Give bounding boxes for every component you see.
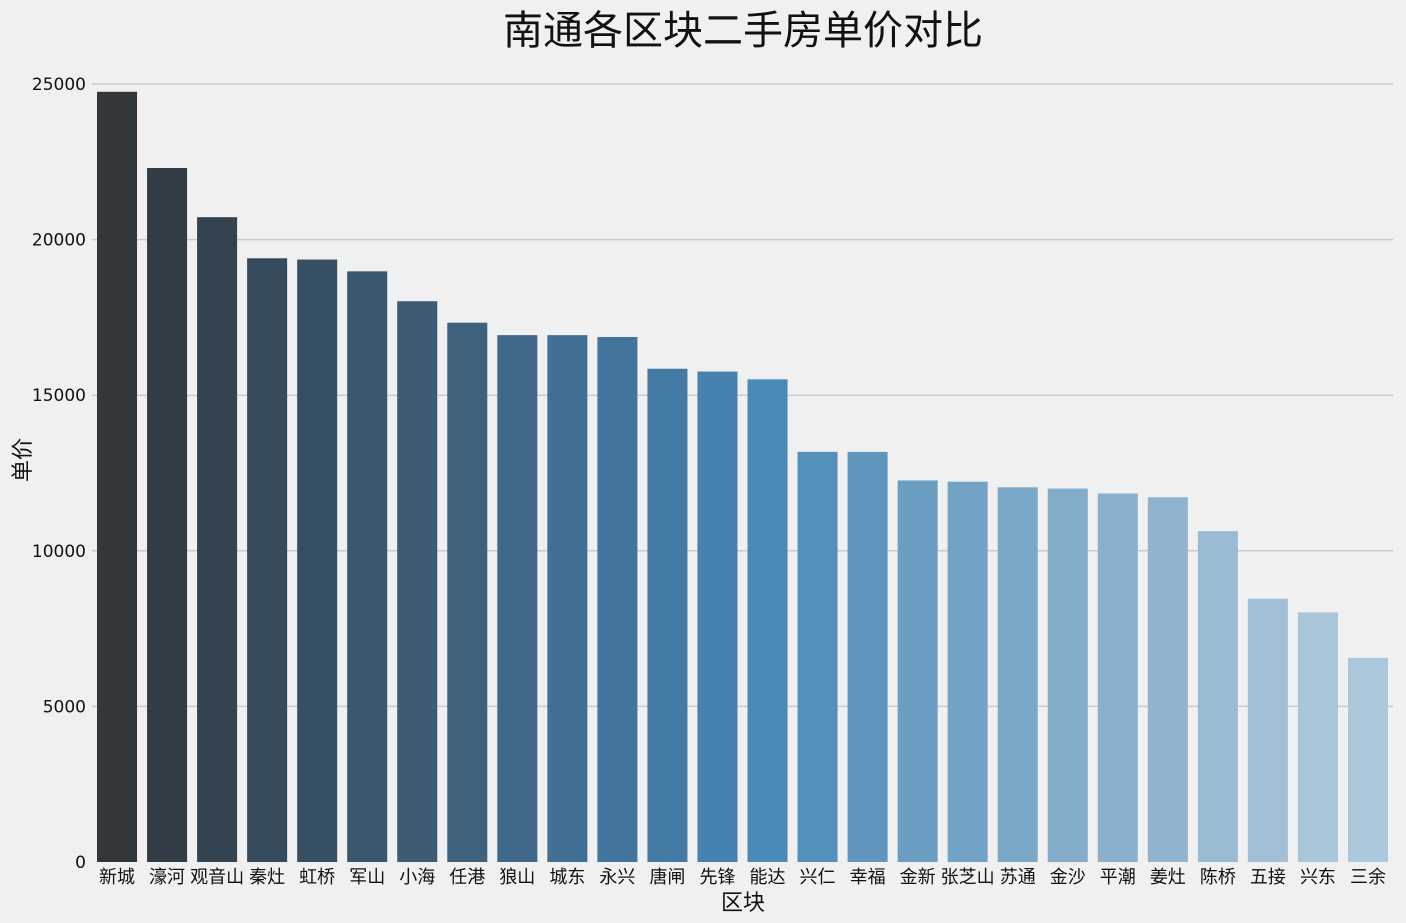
bar [597, 337, 638, 862]
bar [1047, 488, 1088, 862]
x-tick-label: 金沙 [1050, 867, 1086, 888]
y-tick-labels: 0 5000 10000 15000 20000 25000 [32, 75, 86, 873]
bar [497, 335, 538, 862]
y-tick-label: 0 [75, 853, 86, 873]
bar [447, 322, 488, 862]
y-tick-label: 15000 [32, 386, 86, 406]
x-tick-label: 军山 [349, 867, 385, 888]
bar [747, 379, 788, 862]
x-tick-label: 苏通 [1000, 867, 1036, 888]
x-tick-label: 平潮 [1100, 867, 1136, 888]
x-tick-label: 虹桥 [299, 867, 335, 888]
bar [797, 451, 838, 862]
bar [247, 258, 288, 863]
x-tick-label: 观音山 [190, 867, 244, 888]
x-tick-label: 先锋 [699, 867, 735, 888]
bar [1197, 531, 1238, 862]
x-tick-label: 城东 [549, 867, 585, 888]
x-tick-label: 小海 [399, 867, 435, 888]
bar [1147, 497, 1188, 862]
x-tick-label: 陈桥 [1200, 867, 1236, 888]
x-tick-label: 兴东 [1300, 867, 1336, 888]
x-tick-label: 秦灶 [249, 867, 285, 888]
bar [997, 487, 1038, 862]
x-tick-label: 唐闸 [649, 867, 685, 888]
bars [97, 91, 1388, 863]
bar [1297, 612, 1338, 862]
bar [847, 451, 888, 862]
bar [547, 335, 588, 862]
x-tick-label: 永兴 [599, 867, 635, 888]
bar [947, 481, 988, 862]
y-tick-label: 20000 [32, 231, 86, 251]
x-tick-label: 三余 [1350, 867, 1386, 888]
x-tick-label: 姜灶 [1150, 867, 1186, 888]
bar [347, 271, 388, 862]
bar [1097, 493, 1138, 862]
bar [97, 91, 138, 862]
x-tick-label: 能达 [750, 867, 786, 888]
y-axis-label: 单价 [11, 438, 36, 482]
bar [147, 168, 188, 863]
y-tick-label: 10000 [32, 542, 86, 562]
bar [197, 217, 238, 862]
x-tick-label: 濠河 [149, 867, 185, 888]
x-tick-label: 兴仁 [800, 867, 836, 888]
x-tick-label: 幸福 [850, 867, 886, 888]
y-tick-label: 5000 [43, 697, 86, 717]
bar [647, 368, 688, 862]
y-tick-label: 25000 [32, 75, 86, 95]
bar [297, 259, 338, 862]
x-tick-label: 狼山 [499, 867, 535, 888]
x-tick-label: 任港 [449, 867, 485, 888]
x-tick-labels: 新城 濠河 观音山 秦灶 虹桥 军山 小海 任港 狼山 城东 永兴 唐闸 先锋 能达 兴仁 幸福 金新 张芝山 苏通… [99, 867, 1386, 888]
chart-title: 南通各区块二手房单价对比 [503, 8, 983, 54]
x-tick-label: 金新 [900, 867, 936, 888]
x-tick-label: 新城 [99, 867, 135, 888]
bar [397, 301, 438, 862]
x-tick-label: 五接 [1250, 867, 1286, 888]
x-tick-label: 张芝山 [941, 867, 995, 888]
bar [1347, 657, 1388, 862]
bar [1247, 598, 1288, 862]
x-axis-label: 区块 [721, 891, 765, 916]
bar [697, 371, 738, 862]
bar [897, 480, 938, 862]
